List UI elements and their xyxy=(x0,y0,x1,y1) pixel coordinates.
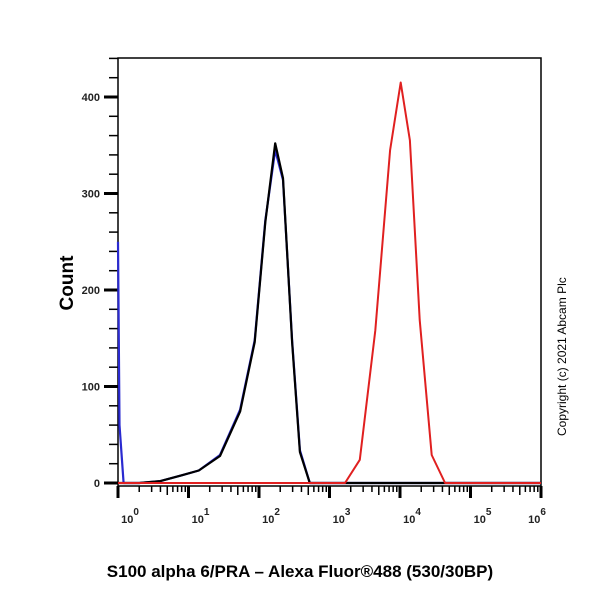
copyright-text: Copyright (c) 2021 Abcam Plc xyxy=(555,277,569,436)
x-tick-label: 106 xyxy=(528,507,546,526)
y-tick-label: 0 xyxy=(94,478,100,490)
y-axis-label: Count xyxy=(57,255,78,311)
series-black-curve xyxy=(118,142,541,485)
y-tick-label: 300 xyxy=(82,189,100,201)
x-tick-label: 101 xyxy=(192,507,210,526)
x-tick-label: 104 xyxy=(403,507,421,526)
x-tick-label: 103 xyxy=(333,507,351,526)
plot-frame xyxy=(117,57,542,487)
series-blue-curve xyxy=(116,149,541,485)
y-tick-label: 100 xyxy=(82,382,100,394)
series-red-curve xyxy=(118,81,541,484)
y-tick-label: 200 xyxy=(82,285,100,297)
x-tick-label: 100 xyxy=(121,507,139,526)
x-axis-label: S100 alpha 6/PRA – Alexa Fluor®488 (530/… xyxy=(106,562,494,581)
y-tick-label: 400 xyxy=(82,92,100,104)
x-tick-label: 102 xyxy=(262,507,280,526)
x-tick-label: 105 xyxy=(474,507,492,526)
